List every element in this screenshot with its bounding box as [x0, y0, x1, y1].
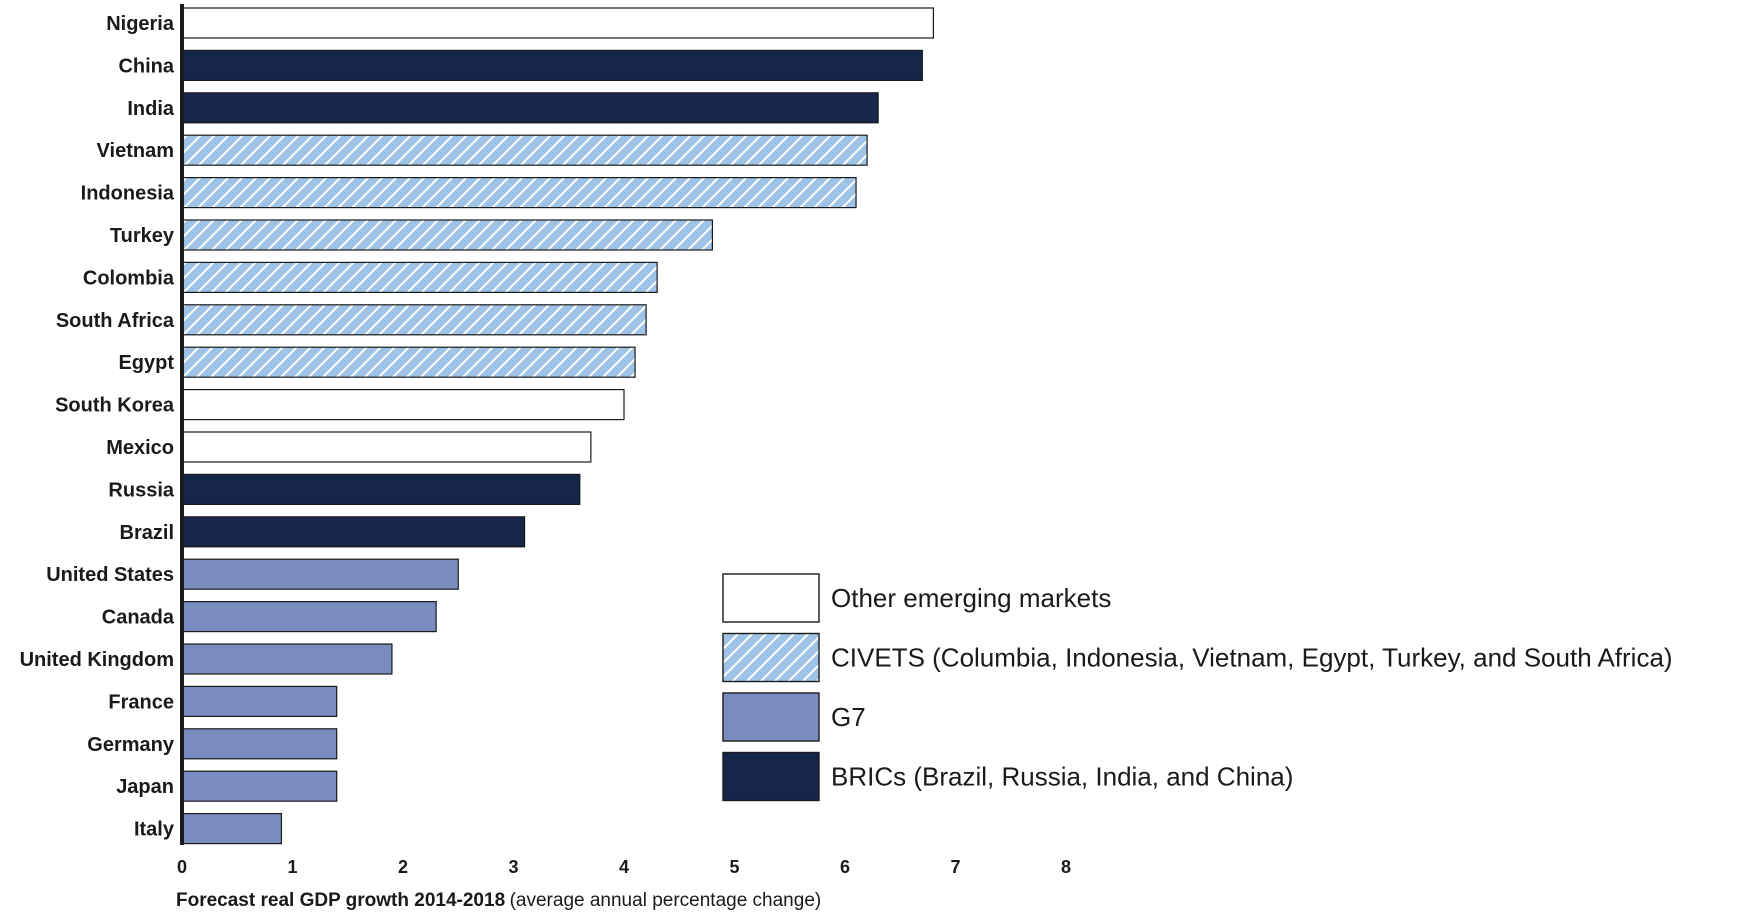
x-tick-3: 3 — [508, 857, 518, 877]
x-tick-6: 6 — [840, 857, 850, 877]
bar-russia — [181, 473, 581, 505]
bar-france — [181, 685, 338, 718]
bar-germany — [181, 728, 338, 760]
bar-india — [181, 92, 879, 124]
x-tick-2: 2 — [398, 857, 408, 877]
x-tick-0: 0 — [177, 857, 187, 877]
legend-label-bric: BRICs (Brazil, Russia, India, and China) — [831, 762, 1293, 792]
bar-south-korea — [181, 389, 625, 421]
bar-egypt — [181, 346, 636, 378]
category-label-russia: Russia — [108, 479, 174, 501]
category-label-italy: Italy — [134, 819, 175, 841]
category-label-nigeria: Nigeria — [106, 13, 175, 35]
x-axis-title: Forecast real GDP growth 2014-2018 (aver… — [176, 890, 821, 911]
bar-indonesia — [181, 177, 857, 209]
legend-swatch-civets — [722, 632, 820, 683]
category-labels: Nigeria China India Vietnam Indonesia Turkey C… — [20, 13, 175, 841]
bar-united-states — [181, 558, 459, 590]
category-label-vietnam: Vietnam — [97, 140, 174, 162]
x-tick-8: 8 — [1061, 857, 1071, 877]
category-label-brazil: Brazil — [120, 522, 174, 544]
legend-swatch-other — [722, 573, 820, 623]
bar-canada — [181, 600, 437, 633]
category-label-japan: Japan — [116, 776, 174, 798]
bar-united-kingdom — [181, 643, 393, 675]
x-tick-1: 1 — [287, 857, 297, 877]
bar-turkey — [181, 219, 714, 251]
category-label-france: France — [108, 691, 174, 713]
bar-south-africa — [181, 304, 647, 336]
legend-swatch-g7 — [722, 692, 820, 742]
category-label-india: India — [127, 98, 175, 120]
bars-layer — [181, 7, 935, 845]
category-label-turkey: Turkey — [110, 225, 175, 247]
legend-label-other: Other emerging markets — [831, 583, 1111, 613]
legend-label-g7: G7 — [831, 702, 866, 732]
bar-mexico — [181, 431, 592, 463]
legend-swatch-bric — [722, 751, 820, 802]
category-label-indonesia: Indonesia — [81, 183, 175, 205]
bar-china — [181, 49, 923, 82]
x-axis-title-normal: (average annual percentage change) — [510, 890, 822, 911]
bar-italy — [181, 812, 283, 845]
bar-vietnam — [181, 134, 868, 166]
category-label-mexico: Mexico — [106, 437, 174, 459]
category-label-germany: Germany — [87, 734, 175, 756]
bar-nigeria — [181, 7, 935, 39]
bar-colombia — [181, 261, 658, 293]
category-label-egypt: Egypt — [118, 352, 174, 374]
x-axis-ticks: 0 1 2 3 4 5 6 7 8 — [177, 857, 1071, 877]
bar-brazil — [181, 516, 526, 548]
legend: Other emerging markets CIVETS (Columbia, … — [722, 573, 1673, 802]
category-label-south-africa: South Africa — [56, 310, 175, 332]
x-tick-7: 7 — [950, 857, 960, 877]
x-tick-4: 4 — [619, 857, 629, 877]
x-tick-5: 5 — [729, 857, 739, 877]
legend-label-civets: CIVETS (Columbia, Indonesia, Vietnam, Eg… — [831, 643, 1673, 673]
category-label-united-kingdom: United Kingdom — [20, 649, 174, 671]
category-label-south-korea: South Korea — [55, 395, 175, 417]
x-axis-title-bold: Forecast real GDP growth 2014-2018 — [176, 890, 505, 911]
category-label-united-states: United States — [46, 564, 174, 586]
bar-japan — [181, 770, 338, 802]
category-label-china: China — [118, 55, 174, 77]
category-label-canada: Canada — [102, 607, 175, 629]
category-label-colombia: Colombia — [83, 267, 175, 289]
